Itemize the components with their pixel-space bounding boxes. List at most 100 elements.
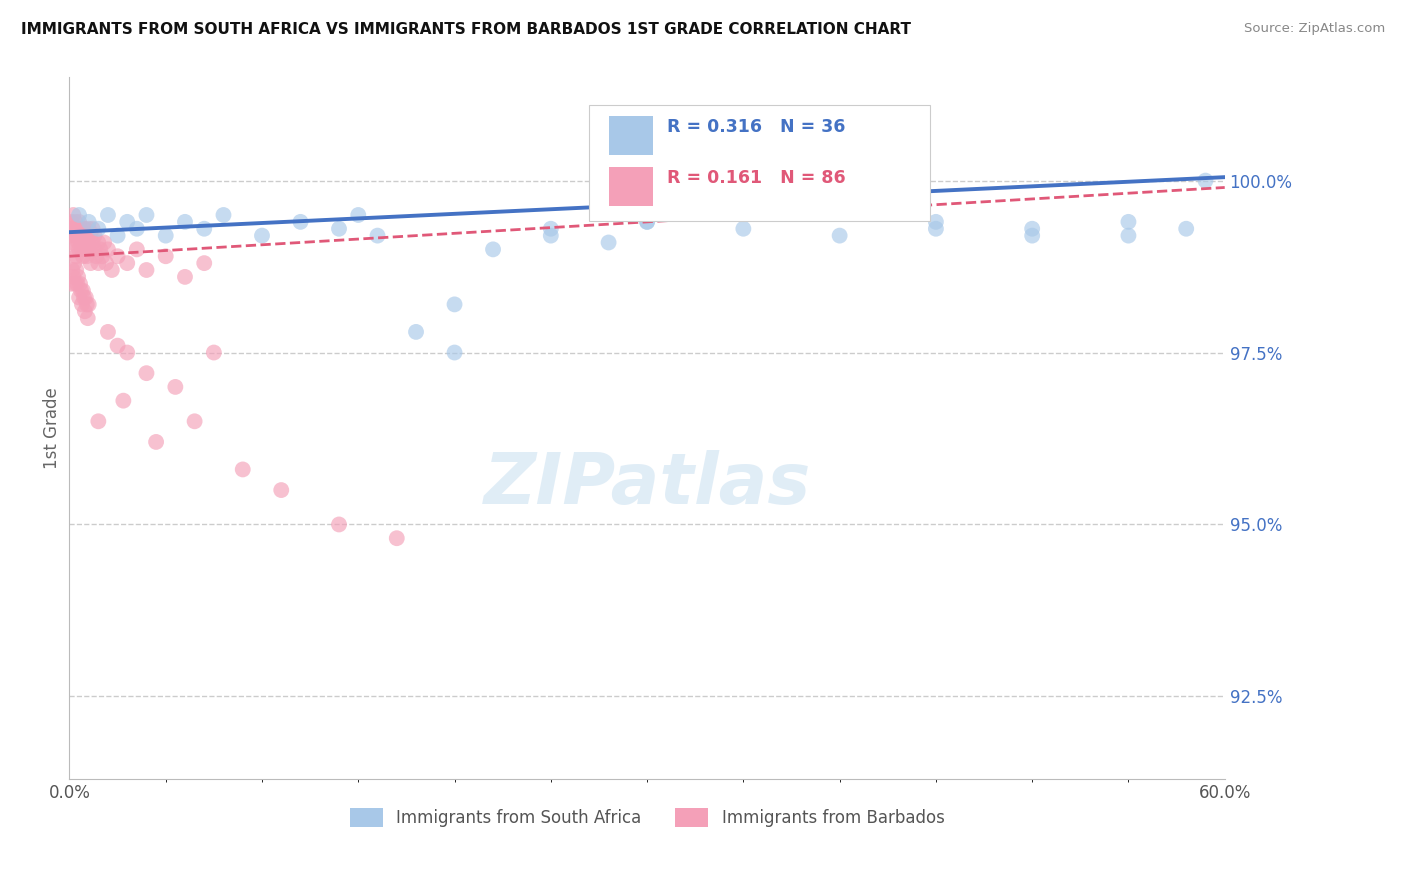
Point bbox=[193, 221, 215, 235]
Point bbox=[76, 235, 98, 250]
Point bbox=[77, 297, 100, 311]
Point bbox=[1118, 215, 1140, 229]
Point bbox=[107, 339, 129, 353]
Point bbox=[60, 277, 83, 291]
Point bbox=[83, 243, 105, 257]
Point bbox=[87, 256, 110, 270]
Point bbox=[212, 208, 235, 222]
Point bbox=[598, 235, 620, 250]
Point bbox=[62, 208, 84, 222]
Point bbox=[63, 228, 86, 243]
Point bbox=[75, 291, 97, 305]
Text: R = 0.161   N = 86: R = 0.161 N = 86 bbox=[666, 169, 845, 186]
Point bbox=[540, 228, 562, 243]
Point bbox=[107, 249, 129, 263]
Point bbox=[115, 345, 138, 359]
Point bbox=[70, 297, 93, 311]
FancyBboxPatch shape bbox=[609, 167, 652, 206]
Point bbox=[125, 243, 148, 257]
Point bbox=[60, 235, 83, 250]
Point bbox=[202, 345, 225, 359]
Point bbox=[1021, 221, 1043, 235]
Point bbox=[73, 228, 96, 243]
Point bbox=[72, 284, 94, 298]
Point bbox=[76, 249, 98, 263]
Point bbox=[443, 297, 465, 311]
Point bbox=[101, 263, 124, 277]
Point bbox=[72, 249, 94, 263]
Point bbox=[828, 228, 851, 243]
Point bbox=[925, 221, 948, 235]
Point bbox=[87, 221, 110, 235]
Point bbox=[76, 228, 98, 243]
Point bbox=[67, 291, 90, 305]
Point bbox=[60, 263, 83, 277]
Point bbox=[73, 221, 96, 235]
Point bbox=[112, 393, 135, 408]
Point bbox=[76, 297, 98, 311]
Point bbox=[75, 243, 97, 257]
Point bbox=[97, 325, 120, 339]
Point bbox=[69, 277, 91, 291]
Point bbox=[1118, 228, 1140, 243]
Point bbox=[135, 366, 157, 380]
Point bbox=[115, 215, 138, 229]
Point bbox=[135, 208, 157, 222]
Point bbox=[66, 277, 89, 291]
Point bbox=[67, 215, 90, 229]
Point bbox=[174, 215, 197, 229]
Point bbox=[67, 269, 90, 284]
Point bbox=[636, 215, 658, 229]
Point bbox=[66, 228, 89, 243]
Text: IMMIGRANTS FROM SOUTH AFRICA VS IMMIGRANTS FROM BARBADOS 1ST GRADE CORRELATION C: IMMIGRANTS FROM SOUTH AFRICA VS IMMIGRAN… bbox=[21, 22, 911, 37]
Point bbox=[82, 221, 104, 235]
FancyBboxPatch shape bbox=[589, 105, 931, 221]
Point bbox=[97, 208, 120, 222]
Point bbox=[636, 215, 658, 229]
Point bbox=[1194, 173, 1216, 187]
Point bbox=[77, 215, 100, 229]
Point bbox=[250, 228, 273, 243]
Point bbox=[87, 414, 110, 428]
Point bbox=[155, 249, 177, 263]
FancyBboxPatch shape bbox=[609, 116, 652, 154]
Point bbox=[77, 243, 100, 257]
Point bbox=[405, 325, 427, 339]
Point bbox=[60, 228, 83, 243]
Point bbox=[69, 221, 91, 235]
Point bbox=[328, 517, 350, 532]
Text: Source: ZipAtlas.com: Source: ZipAtlas.com bbox=[1244, 22, 1385, 36]
Point bbox=[733, 221, 755, 235]
Point bbox=[165, 380, 187, 394]
Point bbox=[145, 434, 167, 449]
Point bbox=[232, 462, 254, 476]
Point bbox=[65, 249, 87, 263]
Point bbox=[79, 256, 101, 270]
Point bbox=[270, 483, 292, 497]
Point bbox=[73, 235, 96, 250]
Point bbox=[89, 243, 111, 257]
Point bbox=[86, 249, 108, 263]
Point bbox=[290, 215, 312, 229]
Point bbox=[67, 235, 90, 250]
Point bbox=[385, 531, 408, 545]
Point bbox=[367, 228, 389, 243]
Text: R = 0.316   N = 36: R = 0.316 N = 36 bbox=[666, 118, 845, 136]
Point bbox=[174, 269, 197, 284]
Point bbox=[328, 221, 350, 235]
Point bbox=[65, 215, 87, 229]
Text: ZIPatlas: ZIPatlas bbox=[484, 450, 811, 519]
Point bbox=[135, 263, 157, 277]
Point bbox=[63, 256, 86, 270]
Point bbox=[70, 228, 93, 243]
Point bbox=[125, 221, 148, 235]
Point bbox=[60, 215, 83, 229]
Point bbox=[925, 215, 948, 229]
Legend: Immigrants from South Africa, Immigrants from Barbados: Immigrants from South Africa, Immigrants… bbox=[343, 801, 950, 834]
Point bbox=[91, 249, 114, 263]
Point bbox=[82, 235, 104, 250]
Point bbox=[87, 235, 110, 250]
Point bbox=[540, 221, 562, 235]
Point bbox=[77, 221, 100, 235]
Point bbox=[115, 256, 138, 270]
